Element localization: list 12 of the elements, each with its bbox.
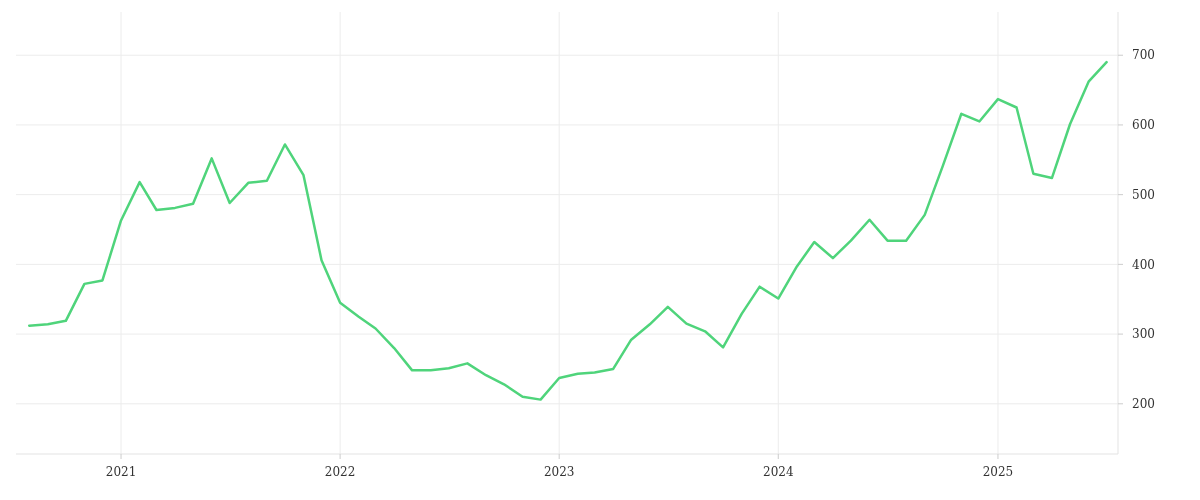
y-tick-label: 200 xyxy=(1132,397,1155,411)
y-tick-label: 600 xyxy=(1132,118,1155,133)
y-tick-label: 500 xyxy=(1132,187,1155,202)
x-tick-label: 2023 xyxy=(543,465,575,479)
x-tick-label: 2025 xyxy=(982,465,1014,479)
x-tick-label: 2024 xyxy=(763,465,794,479)
y-tick-label: 300 xyxy=(1132,327,1155,342)
x-tick-label: 2021 xyxy=(105,465,137,479)
line-series xyxy=(27,60,1108,401)
y-tick-label: 400 xyxy=(1132,257,1155,272)
x-tick-label: 2022 xyxy=(324,465,356,479)
y-tick-label: 700 xyxy=(1132,48,1155,63)
